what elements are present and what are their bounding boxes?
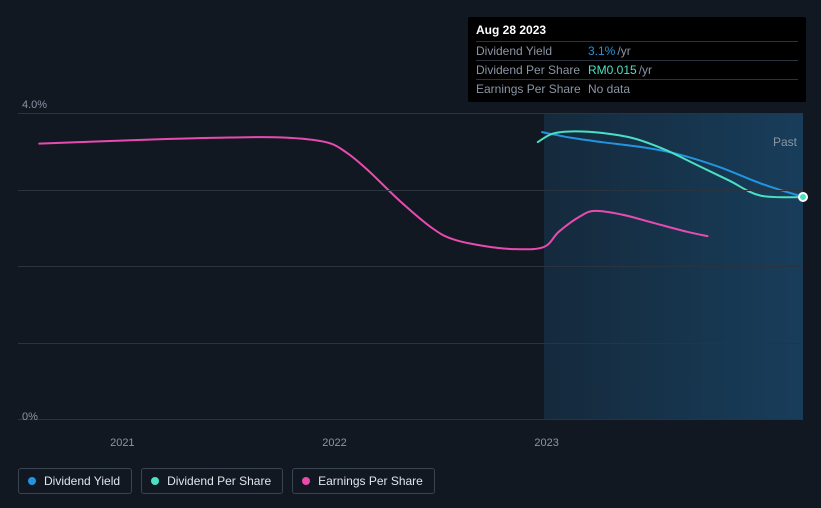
tooltip-row-value: 3.1% (588, 44, 615, 58)
tooltip-row-value: No data (588, 82, 630, 96)
legend-dot-icon (302, 477, 310, 485)
grid-line (18, 419, 803, 420)
y-axis-label: 0% (22, 411, 38, 423)
legend-dividend-yield[interactable]: Dividend Yield (18, 468, 132, 494)
series-earnings-per-share (39, 137, 707, 249)
legend-label: Dividend Per Share (167, 474, 271, 488)
legend: Dividend Yield Dividend Per Share Earnin… (18, 468, 435, 494)
legend-label: Earnings Per Share (318, 474, 423, 488)
tooltip-row: Dividend Per ShareRM0.015 /yr (476, 60, 798, 79)
legend-dividend-per-share[interactable]: Dividend Per Share (141, 468, 283, 494)
legend-label: Dividend Yield (44, 474, 120, 488)
tooltip-row-label: Dividend Yield (476, 44, 588, 58)
legend-dot-icon (151, 477, 159, 485)
tooltip-row: Dividend Yield3.1% /yr (476, 41, 798, 60)
chart-area: Past 4.0%0%202120222023 (18, 113, 803, 419)
series-dividend-yield (542, 132, 799, 195)
y-axis-label: 4.0% (22, 99, 47, 111)
x-axis-label: 2021 (110, 437, 134, 449)
grid-line (18, 113, 803, 114)
tooltip-row-label: Dividend Per Share (476, 63, 588, 77)
data-tooltip: Aug 28 2023 Dividend Yield3.1% /yrDivide… (468, 17, 806, 102)
tooltip-row: Earnings Per ShareNo data (476, 79, 798, 98)
tooltip-row-unit: /yr (617, 44, 630, 58)
grid-line (18, 343, 803, 344)
series-dividend-per-share (538, 131, 803, 197)
tooltip-row-value: RM0.015 (588, 63, 637, 77)
series-end-marker (798, 192, 808, 202)
x-axis-label: 2023 (534, 437, 558, 449)
legend-earnings-per-share[interactable]: Earnings Per Share (292, 468, 435, 494)
x-axis-label: 2022 (322, 437, 346, 449)
grid-line (18, 190, 803, 191)
tooltip-date: Aug 28 2023 (476, 23, 798, 41)
tooltip-row-label: Earnings Per Share (476, 82, 588, 96)
tooltip-row-unit: /yr (639, 63, 652, 77)
legend-dot-icon (28, 477, 36, 485)
grid-line (18, 266, 803, 267)
